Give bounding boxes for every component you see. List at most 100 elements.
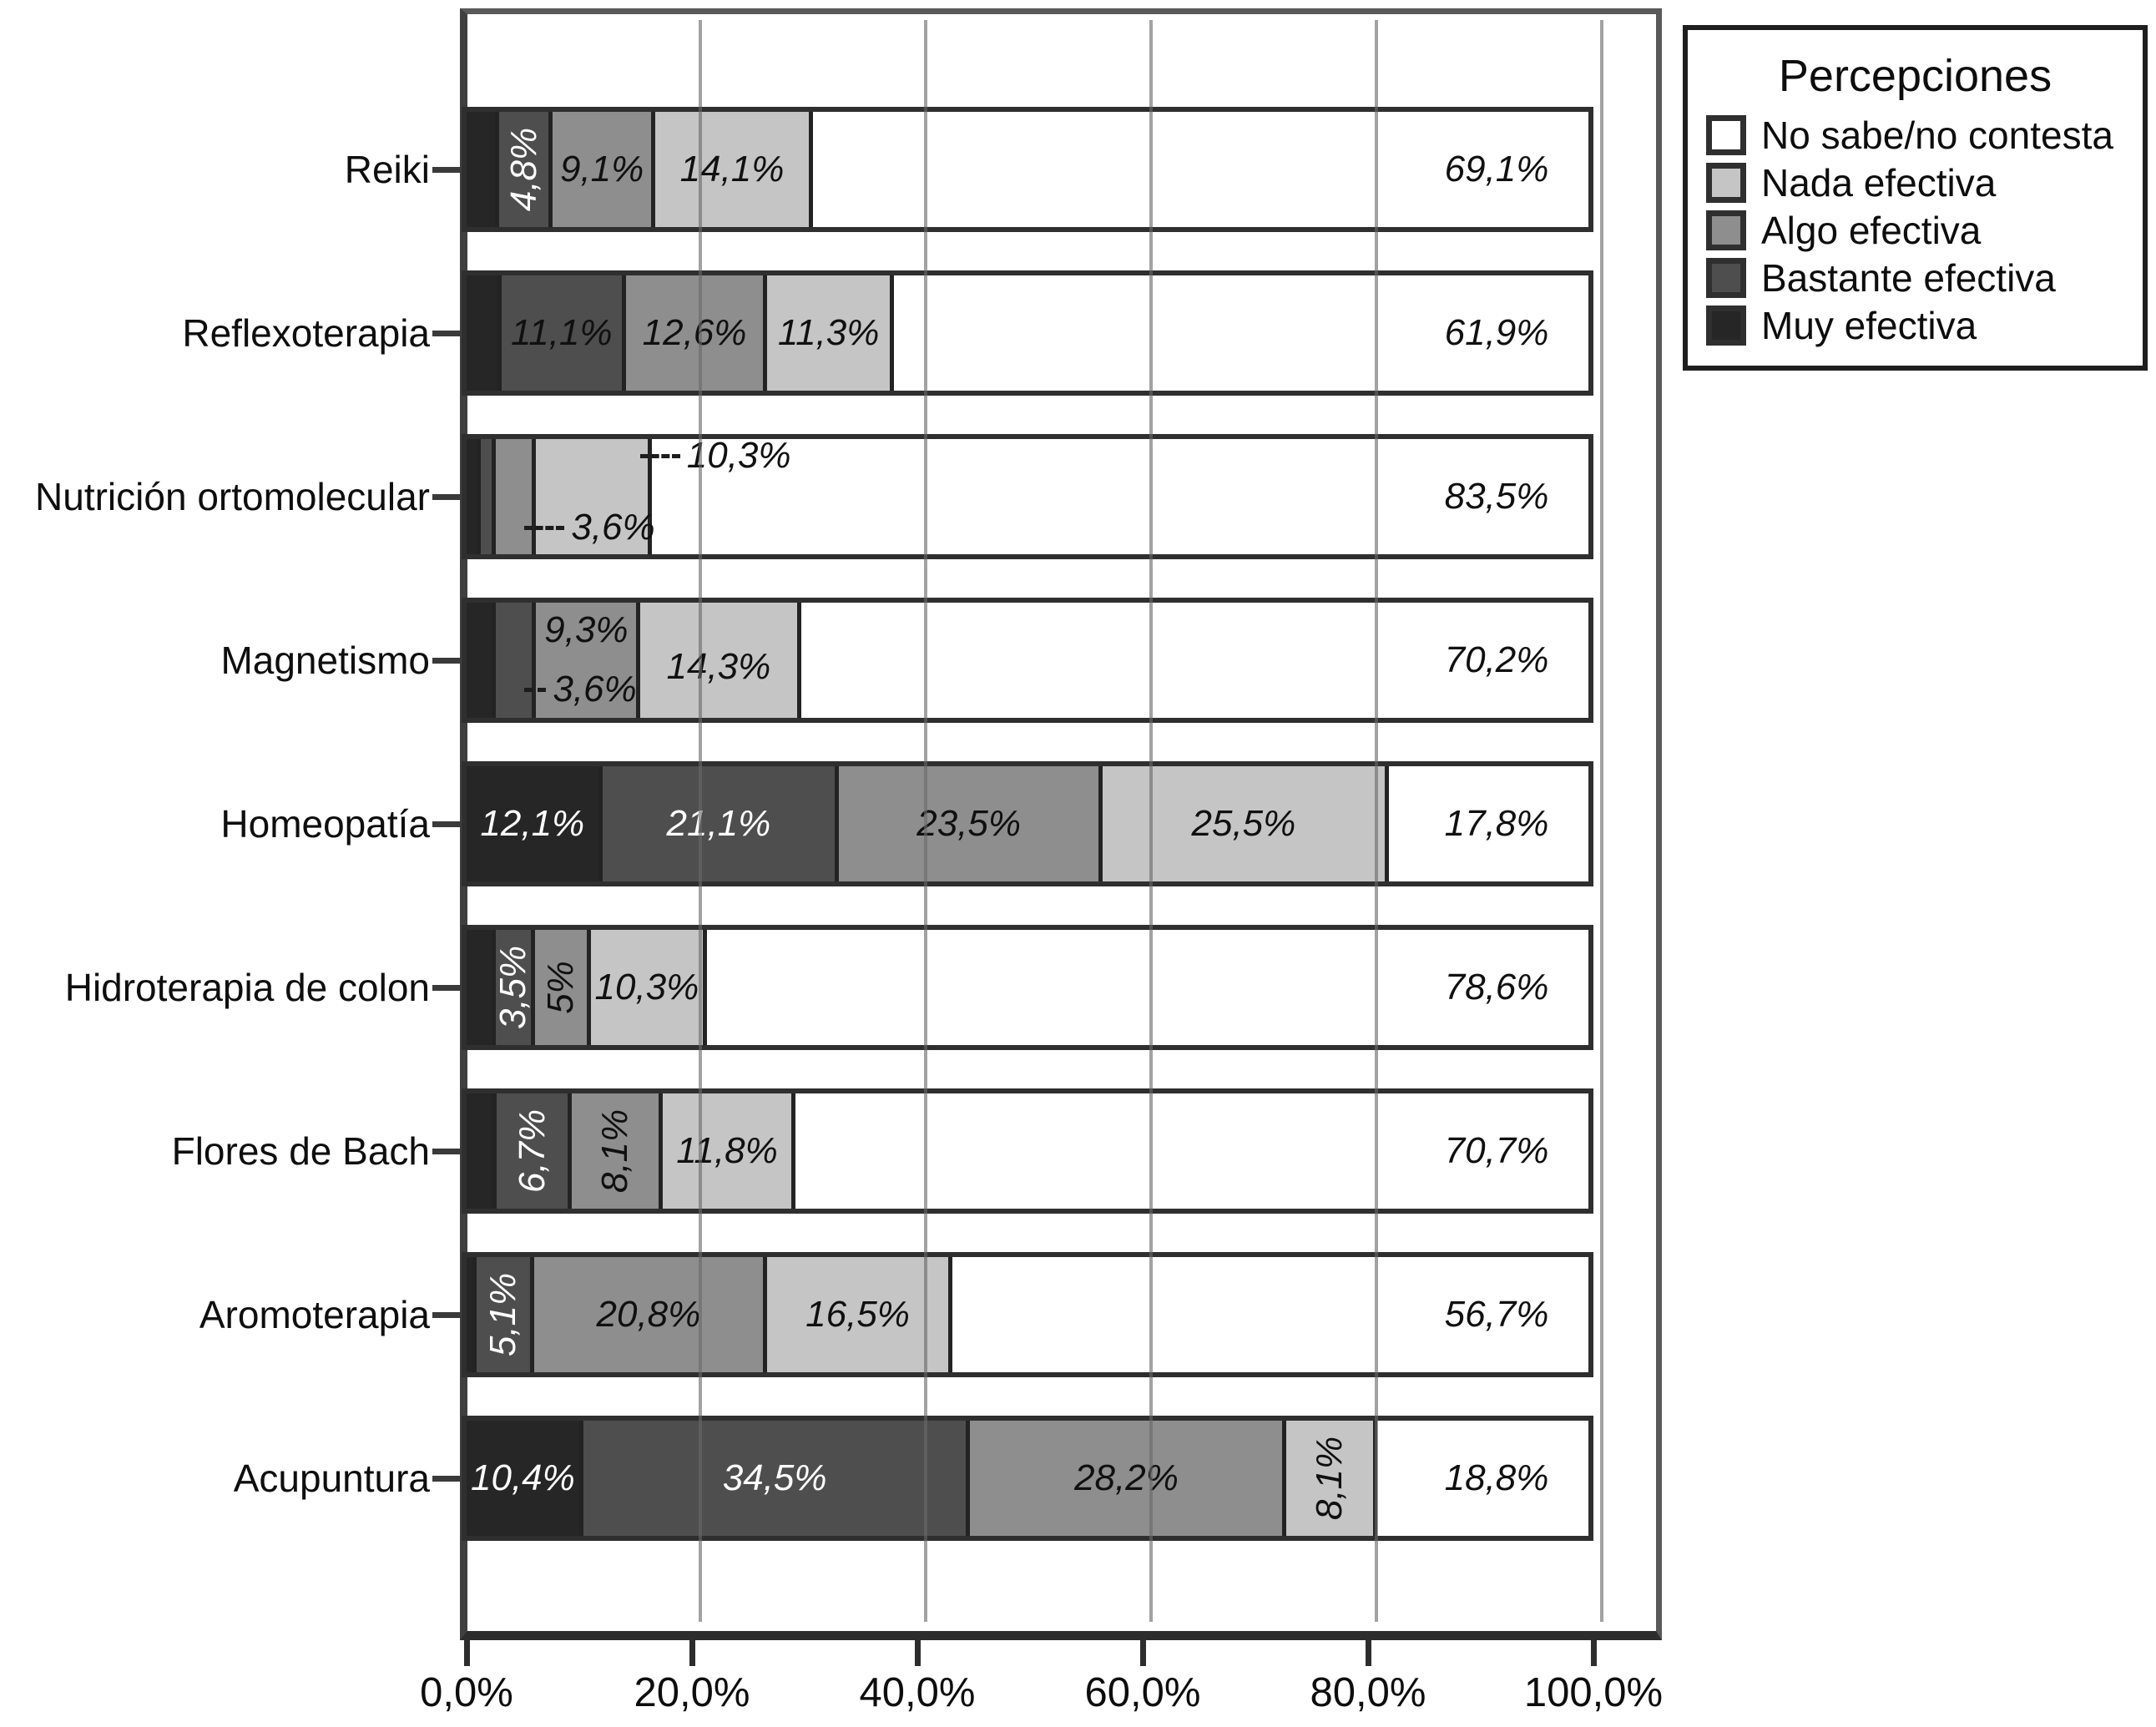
category-label: Reiki	[344, 148, 430, 191]
gridline	[1149, 20, 1153, 1622]
bar-segment-bastante: 34,5%	[583, 1421, 971, 1536]
y-axis-tick	[432, 331, 461, 336]
segment-label: 12,6%	[642, 312, 747, 353]
legend: Percepciones No sabe/no contesta Nada efe…	[1683, 25, 2148, 371]
segment-label: 3,6%	[553, 669, 637, 709]
legend-item-label: Muy efectiva	[1761, 304, 1977, 347]
bar-segment-nada: 16,5%	[767, 1257, 952, 1372]
bar-segment-muy	[467, 275, 502, 391]
segment-label-nosabe: 78,6%	[1413, 930, 1580, 1045]
segment-label: 8,1%	[594, 1108, 636, 1194]
bar-segment-nada: 11,8%	[663, 1093, 795, 1209]
segment-label: 14,1%	[679, 149, 785, 189]
segment-label: 18,8%	[1444, 1457, 1549, 1498]
category-label: Homeopatía	[220, 802, 430, 846]
bar-segment-muy	[467, 1257, 477, 1372]
segment-label: 25,5%	[1191, 803, 1296, 844]
segment-label: 3,5%	[492, 945, 533, 1030]
legend-item-label: Algo efectiva	[1761, 209, 1982, 252]
segment-label-wrap: 28,2%	[970, 1421, 1282, 1536]
segment-label-leader: 3,6%	[524, 507, 655, 548]
segment-label: 10,4%	[471, 1457, 575, 1498]
bar-segment-nada: 25,5%	[1103, 766, 1389, 881]
segment-label: 10,3%	[594, 967, 699, 1007]
legend-swatch	[1706, 210, 1746, 250]
segment-label-wrap: 6,7%	[497, 1093, 568, 1209]
bar-segment-bastante: 6,7%	[497, 1093, 573, 1209]
bar-segment-algo: 5%	[534, 930, 592, 1045]
category-label: Acupuntura	[233, 1457, 430, 1500]
bar-segment-muy: 12,1%	[467, 766, 603, 881]
x-axis-tick	[1140, 1638, 1146, 1666]
category-label: Flores de Bach	[171, 1129, 430, 1173]
y-axis-tick	[432, 985, 461, 991]
legend-swatch	[1706, 115, 1746, 155]
bar-segment-nada: 14,1%	[654, 112, 814, 227]
x-axis-tick-label: 20,0%	[634, 1670, 750, 1715]
bar-segment-muy	[467, 1093, 497, 1209]
segment-label: 8,1%	[1309, 1436, 1351, 1521]
category-label: Aromoterapia	[199, 1293, 430, 1336]
segment-label-wrap: 21,1%	[603, 766, 836, 881]
segment-label: 78,6%	[1444, 967, 1549, 1007]
legend-item: Nada efectiva	[1706, 161, 2143, 205]
bar-segment-algo	[495, 439, 537, 554]
gridline	[924, 20, 927, 1622]
segment-label-wrap: 16,5%	[767, 1257, 948, 1372]
segment-label: 83,5%	[1444, 476, 1549, 517]
bar-row: 10,4% 34,5% 28,2% 8,1% 18,8%	[462, 1416, 1593, 1541]
segment-label-nosabe: 83,5%	[1413, 439, 1580, 554]
y-axis-tick	[432, 1312, 461, 1318]
segment-label-wrap: 11,3%	[767, 275, 890, 391]
segment-label: 11,3%	[777, 312, 880, 353]
bar-segment-ns	[1388, 766, 1588, 881]
y-axis-tick	[432, 167, 461, 173]
bar-segment-muy	[467, 603, 496, 718]
legend-item: No sabe/no contesta	[1706, 114, 2143, 157]
y-axis-tick	[432, 1476, 461, 1482]
y-axis-tick	[432, 494, 461, 500]
x-axis-tick-label: 80,0%	[1310, 1670, 1426, 1715]
segment-label-wrap: 23,5%	[839, 766, 1098, 881]
x-axis-tick	[689, 1638, 695, 1666]
segment-label: 4,8%	[502, 127, 544, 212]
x-axis-tick	[1591, 1638, 1597, 1666]
segment-label: 5%	[540, 961, 582, 1014]
segment-label: 56,7%	[1444, 1294, 1549, 1335]
bar-segment-bastante: 11,1%	[501, 275, 626, 391]
category-label: Reflexoterapia	[182, 311, 430, 355]
segment-label-wrap: 14,3%	[640, 603, 796, 718]
bar-segment-bastante: 5,1%	[477, 1257, 534, 1372]
bar-segment-nada: 11,3%	[767, 275, 895, 391]
segment-label: 10,3%	[686, 435, 791, 476]
segment-label: 5,1%	[482, 1272, 523, 1357]
category-label: Nutrición ortomolecular	[35, 475, 430, 518]
x-axis-tick	[1366, 1638, 1371, 1666]
bar-segment-nada: 10,3%	[591, 930, 707, 1045]
y-axis-tick	[432, 821, 461, 827]
bar-segment-nada	[536, 439, 652, 554]
bar-segment-algo: 20,8%	[533, 1257, 768, 1372]
bar-row: 4,8% 9,1% 14,1% 69,1%	[462, 107, 1593, 232]
segment-label-wrap: 20,8%	[534, 1257, 764, 1372]
segment-label-nosabe: 18,8%	[1413, 1421, 1580, 1536]
segment-label-wrap: 14,1%	[655, 112, 810, 227]
bar-segment-bastante: 4,8%	[498, 112, 553, 227]
legend-item: Bastante efectiva	[1706, 256, 2143, 300]
segment-label-wrap: 4,8%	[499, 112, 549, 227]
segment-label-wrap: 9,3%	[536, 603, 636, 718]
segment-label: 69,1%	[1444, 149, 1549, 189]
segment-label: 3,6%	[571, 507, 655, 548]
bar-segment-nada: 8,1%	[1286, 1421, 1378, 1536]
bar-segment-algo: 8,1%	[572, 1093, 664, 1209]
segment-label-nosabe: 61,9%	[1413, 275, 1580, 391]
plot-area	[475, 20, 1650, 1622]
legend-swatch	[1706, 306, 1746, 346]
y-axis-tick	[432, 658, 461, 664]
legend-item: Algo efectiva	[1706, 209, 2143, 252]
bar-row: 3,6% 10,3% 83,5%	[462, 434, 1593, 559]
x-axis-tick-label: 40,0%	[859, 1670, 976, 1715]
bar-row: 11,1% 12,6% 11,3% 61,9%	[462, 270, 1593, 396]
segment-label-wrap: 10,4%	[467, 1421, 579, 1536]
segment-label: 20,8%	[596, 1294, 701, 1335]
